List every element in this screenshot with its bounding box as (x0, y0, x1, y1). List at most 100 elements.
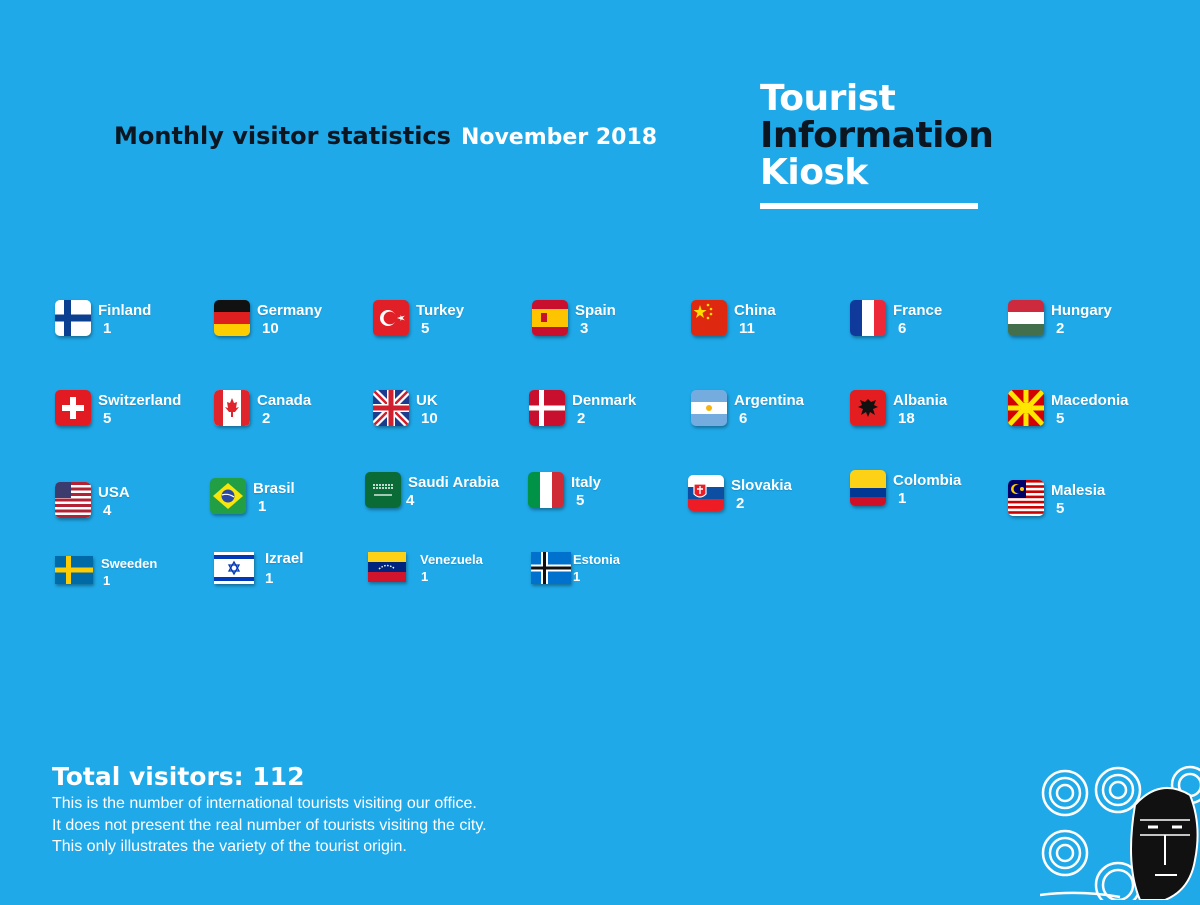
visitor-count: 1 (103, 573, 111, 588)
country-entry-sweeden: Sweeden 1 (55, 552, 213, 602)
visitor-count: 5 (1056, 500, 1065, 517)
logo-line-3: Kiosk (760, 152, 868, 193)
visitor-count: 5 (576, 492, 585, 509)
visitor-count: 1 (258, 498, 267, 515)
country-name: Turkey (416, 302, 465, 319)
country-entry-uk: UK 10 (373, 390, 531, 440)
visitor-count: 3 (580, 320, 589, 337)
country-name: Italy (571, 474, 602, 491)
country-name: Germany (257, 302, 323, 319)
country-name: Canada (257, 392, 312, 409)
country-name: Switzerland (98, 392, 182, 409)
brazil-flag-icon (210, 478, 246, 514)
country-entry-hungary: Hungary 2 (1008, 300, 1166, 350)
argentina-flag-icon (691, 390, 727, 426)
visitor-count: 10 (421, 410, 438, 427)
country-name: USA (98, 484, 130, 501)
country-name: Denmark (572, 392, 637, 409)
visitor-count: 1 (265, 570, 274, 587)
page-title: Monthly visitor statistics (114, 122, 451, 150)
country-entry-malesia: Malesia 5 (1008, 480, 1166, 530)
visitor-count: 4 (103, 502, 112, 519)
country-entry-china: China 11 (691, 300, 849, 350)
country-entry-saudi-arabia: Saudi Arabia 4 (365, 472, 523, 522)
uk-flag-icon (373, 390, 409, 426)
country-entry-germany: Germany 10 (214, 300, 372, 350)
country-entry-finland: Finland 1 (55, 300, 213, 350)
logo-line-1: Tourist (760, 78, 896, 119)
country-name: Malesia (1051, 482, 1106, 499)
visitor-count: 5 (103, 410, 112, 427)
country-name: France (893, 302, 943, 319)
turkey-flag-icon (373, 300, 409, 336)
country-entry-usa: USA 4 (55, 482, 213, 532)
france-flag-icon (850, 300, 886, 336)
country-name: Spain (575, 302, 616, 319)
country-entry-colombia: Colombia 1 (850, 470, 1008, 520)
visitor-count: 2 (262, 410, 271, 427)
country-entry-switzerland: Switzerland 5 (55, 390, 213, 440)
country-entry-turkey: Turkey 5 (373, 300, 531, 350)
country-entry-albania: Albania 18 (850, 390, 1008, 440)
china-flag-icon (691, 300, 727, 336)
visitor-count: 18 (898, 410, 915, 427)
country-name: Izrael (265, 550, 304, 567)
country-name: Argentina (734, 392, 805, 409)
visitor-count: 1 (421, 569, 429, 584)
visitor-count: 11 (739, 320, 755, 337)
country-entry-venezuela: Venezuela 1 (368, 548, 526, 598)
visitor-count: 1 (573, 569, 581, 584)
summary-section: Total visitors: 112 This is the number o… (52, 762, 487, 858)
country-name: Brasil (253, 480, 295, 497)
country-name: Albania (893, 392, 948, 409)
switzerland-flag-icon (55, 390, 91, 426)
visitor-count: 1 (898, 490, 907, 507)
germany-flag-icon (214, 300, 250, 336)
kiosk-logo: Tourist Information Kiosk (760, 78, 994, 209)
israel-flag-icon (214, 552, 254, 584)
usa-flag-icon (55, 482, 91, 518)
hungary-flag-icon (1008, 300, 1044, 336)
country-entry-estonia: Estonia 1 (531, 548, 689, 598)
total-visitors: Total visitors: 112 (52, 762, 305, 791)
visitor-count: 2 (577, 410, 586, 427)
country-entry-izrael: Izrael 1 (214, 548, 372, 598)
logo-line-2: Information (760, 115, 994, 156)
country-entry-denmark: Denmark 2 (529, 390, 687, 440)
country-entry-italy: Italy 5 (528, 472, 686, 522)
summary-note-3: This only illustrates the variety of the… (52, 838, 407, 855)
macedonia-flag-icon (1008, 390, 1044, 426)
country-name: Estonia (573, 552, 620, 567)
visitor-count: 2 (736, 495, 745, 512)
malaysia-flag-icon (1008, 480, 1044, 516)
slovakia-flag-icon (688, 475, 724, 511)
country-name: Hungary (1051, 302, 1112, 319)
page-heading: Monthly visitor statistics November 2018 (114, 122, 657, 150)
visitor-count: 6 (739, 410, 748, 427)
country-entry-canada: Canada 2 (214, 390, 372, 440)
country-entry-france: France 6 (850, 300, 1008, 350)
denmark-flag-icon (529, 390, 565, 426)
visitor-count: 5 (421, 320, 430, 337)
spain-flag-icon (532, 300, 568, 336)
venezuela-flag-icon (368, 552, 406, 582)
country-entry-macedonia: Macedonia 5 (1008, 390, 1166, 440)
country-name: Sweeden (101, 556, 158, 571)
country-name: Saudi Arabia (408, 474, 500, 491)
country-entry-spain: Spain 3 (532, 300, 690, 350)
country-name: China (734, 302, 776, 319)
colombia-flag-icon (850, 470, 886, 506)
visitor-count: 2 (1056, 320, 1065, 337)
saudi-arabia-flag-icon (365, 472, 401, 508)
country-entry-argentina: Argentina 6 (691, 390, 849, 440)
visitor-count: 5 (1056, 410, 1065, 427)
visitor-count: 10 (262, 320, 279, 337)
estonia-flag-icon (531, 552, 571, 584)
visitor-count: 4 (406, 492, 415, 509)
visitor-count: 6 (898, 320, 907, 337)
country-entry-slovakia: Slovakia 2 (688, 475, 846, 525)
albania-flag-icon (850, 390, 886, 426)
summary-note-1: This is the number of international tour… (52, 795, 477, 812)
country-entry-brasil: Brasil 1 (210, 478, 368, 528)
summary-note-2: It does not present the real number of t… (52, 816, 487, 834)
